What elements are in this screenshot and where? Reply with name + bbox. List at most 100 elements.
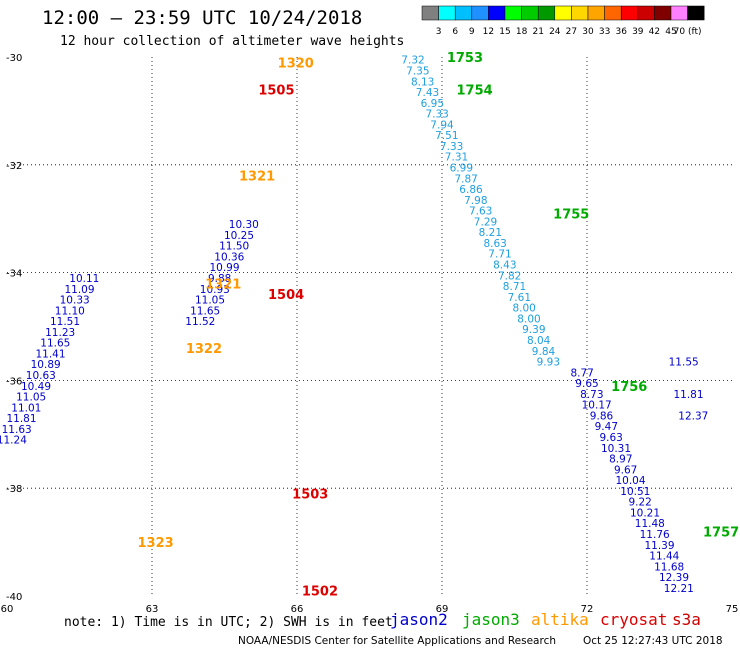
swh-point-label: 11.68 bbox=[654, 561, 684, 573]
colorbar-label: 39 bbox=[632, 27, 644, 37]
swh-point-label: 9.63 bbox=[599, 432, 622, 444]
swh-point-label: 7.94 bbox=[430, 119, 454, 131]
swh-point-label: 11.76 bbox=[640, 529, 670, 541]
colorbar-swatch bbox=[687, 5, 705, 21]
footer-credit: NOAA/NESDIS Center for Satellite Applica… bbox=[238, 635, 556, 647]
swh-point-label: 10.31 bbox=[601, 443, 631, 455]
colorbar-swatch bbox=[521, 5, 539, 21]
pass-time-label: 1505 bbox=[258, 83, 294, 98]
colorbar-label: 6 bbox=[452, 27, 458, 37]
colorbar-label: 3 bbox=[436, 27, 442, 37]
swh-point-label: 7.35 bbox=[406, 65, 429, 77]
swh-point-label: 11.01 bbox=[11, 402, 41, 414]
colorbar-swatch bbox=[571, 5, 589, 21]
colorbar-swatch bbox=[454, 5, 473, 21]
colorbar-label: 70 (ft) bbox=[674, 27, 702, 37]
colorbar-label: 15 bbox=[499, 27, 510, 37]
colorbar-swatch bbox=[471, 5, 489, 21]
swh-point-label: 7.71 bbox=[488, 249, 511, 261]
swh-point-label: 7.98 bbox=[464, 195, 487, 207]
swh-point-label: 10.36 bbox=[214, 251, 244, 263]
pass-time-label: 1755 bbox=[553, 207, 589, 222]
swh-point-label: 11.05 bbox=[195, 295, 225, 307]
x-tick-label: 69 bbox=[436, 604, 449, 615]
swh-point-label: 10.93 bbox=[200, 284, 230, 296]
colorbar-label: 30 bbox=[582, 27, 594, 37]
colorbar-swatch bbox=[620, 5, 639, 21]
colorbar-swatch bbox=[670, 5, 688, 21]
swh-point-label: 7.43 bbox=[416, 87, 439, 99]
swh-point-label: 11.05 bbox=[16, 392, 46, 404]
pass-time-label: 1323 bbox=[138, 536, 174, 551]
axis-ticks: 60 63 66 69 72 75 -30 -32 -34 -36 -38 -40 bbox=[1, 53, 739, 615]
swh-point-label: 11.48 bbox=[635, 518, 665, 530]
chart-subtitle: 12 hour collection of altimeter wave hei… bbox=[60, 34, 404, 49]
pass-time-label: 1757 bbox=[703, 525, 739, 540]
swh-point-label: 8.00 bbox=[517, 313, 540, 325]
swh-point-label: 10.04 bbox=[615, 475, 645, 487]
colorbar-swatch bbox=[554, 5, 572, 21]
swh-point-label: 10.11 bbox=[69, 273, 99, 285]
swh-point-label: 8.77 bbox=[570, 367, 593, 379]
swh-point-label: 10.17 bbox=[582, 400, 612, 412]
swh-point-label: 11.50 bbox=[219, 241, 249, 253]
swh-point-label: 11.63 bbox=[2, 424, 32, 436]
pass-time-label: 1756 bbox=[611, 380, 647, 395]
swh-point-label: 8.63 bbox=[483, 238, 506, 250]
swh-point-label: 11.65 bbox=[40, 338, 70, 350]
colorbar-swatch bbox=[504, 5, 522, 21]
swh-point-label: 10.33 bbox=[60, 295, 90, 307]
y-tick-label: -36 bbox=[6, 376, 22, 387]
swh-point-label: 8.13 bbox=[411, 76, 434, 88]
satellite-legend: jason2 jason3 altika cryosat s3a bbox=[390, 610, 701, 629]
swh-point-label: 10.25 bbox=[224, 230, 254, 242]
legend-altika: altika bbox=[531, 610, 589, 629]
colorbar-label: 33 bbox=[599, 27, 610, 37]
swh-point-label: 6.86 bbox=[459, 184, 483, 196]
pass-time-label: 1321 bbox=[205, 277, 241, 292]
plot-grid bbox=[7, 57, 732, 596]
swh-point-label: 11.24 bbox=[0, 435, 27, 447]
swh-point-label: 8.21 bbox=[479, 227, 502, 239]
colorbar-label: 9 bbox=[469, 27, 475, 37]
swh-point-label: 7.29 bbox=[474, 216, 497, 228]
footer-note: note: 1) Time is in UTC; 2) SWH is in fe… bbox=[64, 615, 393, 630]
pass-time-label: 1753 bbox=[447, 51, 483, 66]
colorbar-swatch bbox=[637, 5, 655, 21]
colorbar-swatch bbox=[488, 5, 506, 21]
pass-time-label: 1321 bbox=[239, 170, 275, 185]
swh-point-label: 9.86 bbox=[590, 410, 614, 422]
pass-time-label: 1502 bbox=[302, 585, 338, 600]
swh-point-label: 9.67 bbox=[614, 464, 637, 476]
swh-point-label: 12.39 bbox=[659, 572, 689, 584]
swh-point-label: 11.51 bbox=[50, 316, 80, 328]
time-labels: 1320 1505 1321 1321 1504 1322 1503 1323 1502 1753… bbox=[138, 51, 740, 600]
colorbar-swatch bbox=[537, 5, 556, 21]
x-tick-label: 63 bbox=[146, 604, 159, 615]
swh-point-label: 9.22 bbox=[628, 497, 651, 509]
pass-time-label: 1754 bbox=[457, 83, 493, 98]
swh-point-label: 11.65 bbox=[190, 305, 220, 317]
swh-point-label: 7.82 bbox=[498, 270, 521, 282]
swh-point-label: 9.84 bbox=[532, 346, 556, 358]
colorbar-label: 42 bbox=[649, 27, 660, 37]
swh-point-label: 8.04 bbox=[527, 335, 551, 347]
colorbar-label: 18 bbox=[516, 27, 528, 37]
swh-point-label: 7.32 bbox=[401, 55, 424, 67]
colorbar-swatch bbox=[438, 5, 456, 21]
chart-title: 12:00 – 23:59 UTC 10/24/2018 bbox=[42, 7, 362, 29]
swh-point-label: 9.65 bbox=[575, 378, 598, 390]
colorbar-label: 24 bbox=[549, 27, 561, 37]
colorbar-swatch bbox=[421, 5, 439, 21]
colorbar-swatch bbox=[587, 5, 605, 21]
swh-point-label: 10.99 bbox=[209, 262, 239, 274]
swh-point-label: 9.88 bbox=[208, 273, 231, 285]
swh-point-label: 11.39 bbox=[644, 540, 674, 552]
swh-point-label: 6.95 bbox=[421, 98, 444, 110]
swh-point-label: 9.93 bbox=[537, 357, 560, 369]
swh-point-label: 7.87 bbox=[454, 173, 477, 185]
swh-point-label: 7.31 bbox=[445, 152, 468, 164]
colorbar-label: 21 bbox=[532, 27, 543, 37]
legend-cryosat: cryosat bbox=[600, 610, 667, 629]
